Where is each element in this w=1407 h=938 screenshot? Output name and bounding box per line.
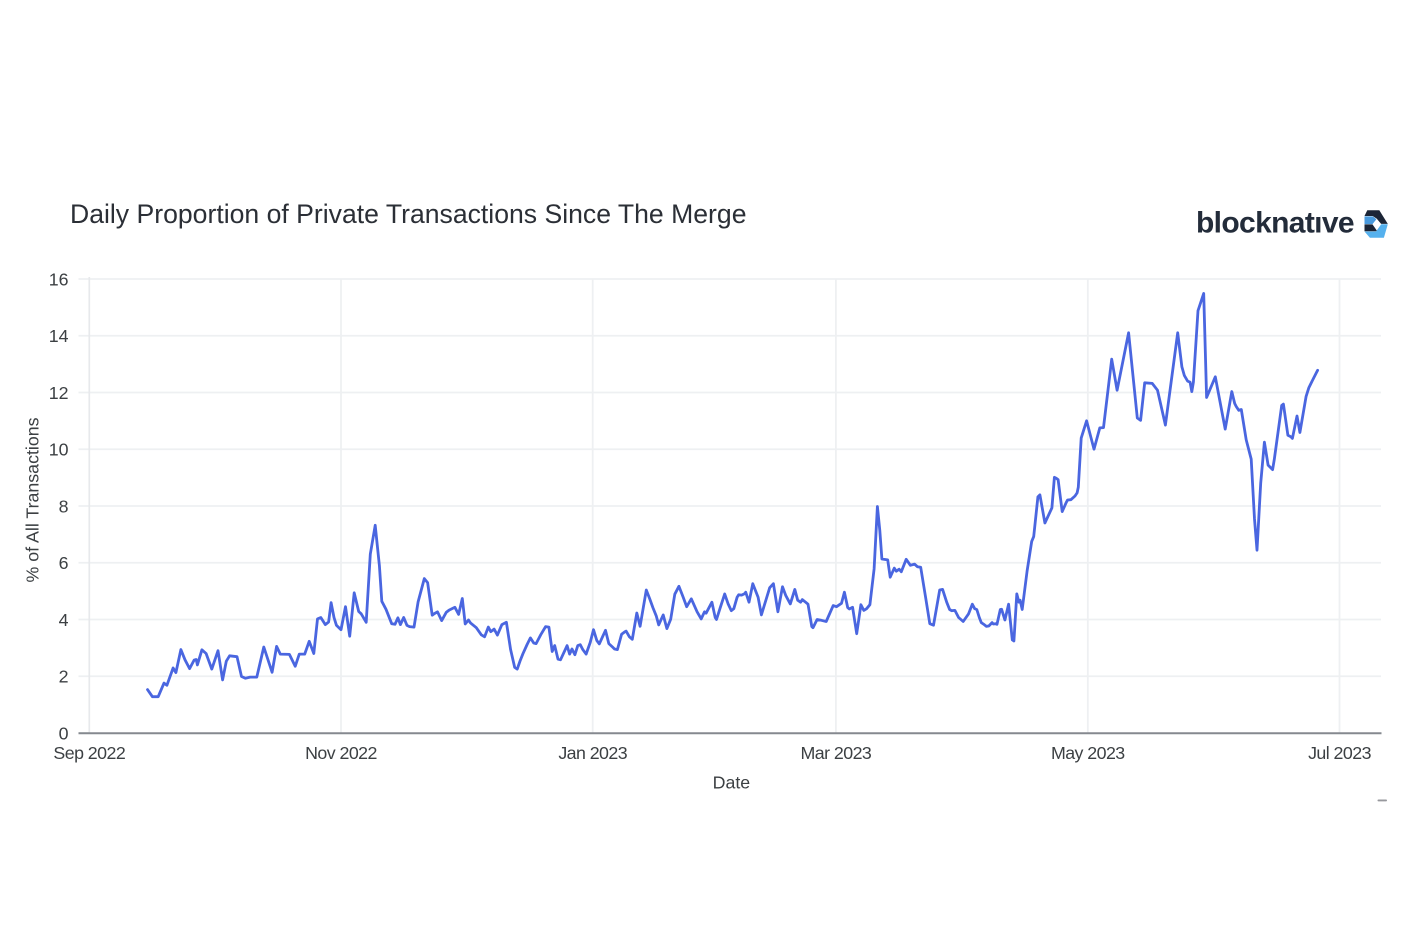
svg-text:Nov 2022: Nov 2022	[305, 743, 377, 763]
svg-text:12: 12	[49, 383, 69, 403]
svg-text:May 2023: May 2023	[1051, 743, 1125, 763]
svg-text:% of All Transactions: % of All Transactions	[23, 417, 43, 582]
svg-text:2: 2	[59, 667, 69, 687]
svg-text:Jan 2023: Jan 2023	[558, 743, 627, 763]
svg-text:14: 14	[49, 326, 69, 346]
svg-text:10: 10	[49, 440, 69, 460]
svg-text:0: 0	[59, 723, 69, 743]
svg-text:8: 8	[59, 496, 69, 516]
svg-text:16: 16	[49, 269, 69, 289]
svg-text:6: 6	[59, 553, 69, 573]
svg-text:4: 4	[59, 610, 69, 630]
svg-text:blocknatıve: blocknatıve	[1196, 207, 1354, 240]
svg-text:Sep 2022: Sep 2022	[53, 743, 125, 763]
svg-text:Jul 2023: Jul 2023	[1308, 743, 1371, 763]
svg-text:Mar 2023: Mar 2023	[801, 743, 872, 763]
svg-text:Date: Date	[713, 773, 751, 793]
svg-text:Daily Proportion of Private Tr: Daily Proportion of Private Transactions…	[70, 199, 747, 229]
